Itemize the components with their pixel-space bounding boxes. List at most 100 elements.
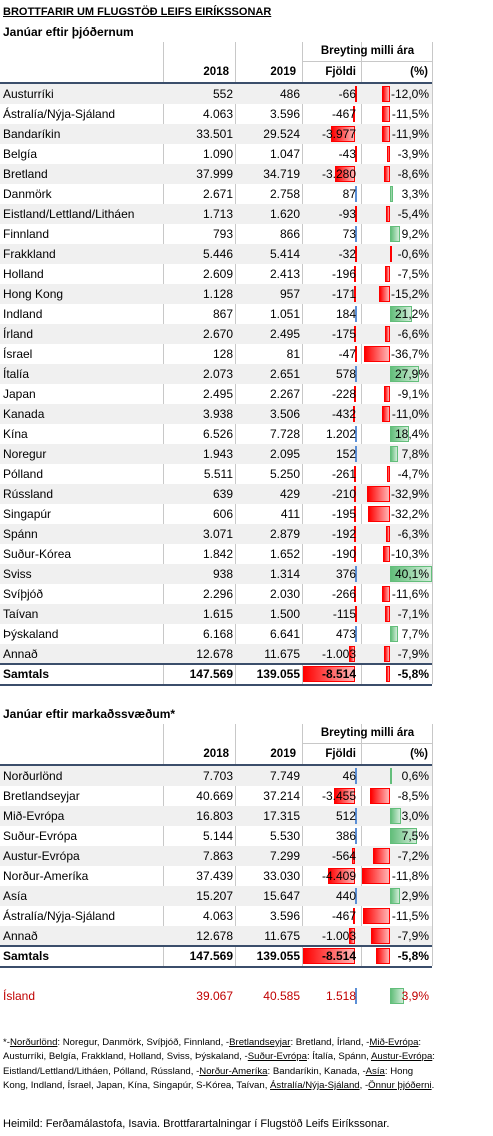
data-bar (355, 346, 358, 362)
cell-2019: 15.647 (263, 889, 300, 903)
cell-2019: 429 (279, 487, 300, 501)
cell-pct: 40,1% (394, 567, 429, 581)
cell-2019: 866 (279, 227, 300, 241)
footnote-text: : Bandaríkin, Kanada, - (267, 1065, 366, 1077)
cell-2018: 1.842 (202, 547, 233, 561)
data-bar (352, 406, 356, 422)
cell-change: -4.409 (321, 869, 356, 883)
column-rule (302, 724, 303, 966)
data-bar (354, 386, 357, 402)
cell-change: 473 (335, 627, 356, 641)
data-bar (355, 226, 358, 242)
cell-2018: 3.071 (202, 527, 233, 541)
footnote-term: Ástralía/Nýja-Sjáland (270, 1079, 360, 1091)
cell-2018: 639 (212, 487, 233, 501)
cell-change: 578 (335, 367, 356, 381)
cell-2018: 2.670 (202, 327, 233, 341)
cell-pct: -11,5% (391, 107, 429, 121)
data-bar (349, 928, 356, 944)
cell-change: 386 (335, 829, 356, 843)
cell-2019: 1.047 (269, 147, 300, 161)
row-shade (0, 124, 432, 144)
row-shade (0, 644, 432, 664)
cell-2018: 793 (212, 227, 233, 241)
cell-2018: 2.495 (202, 387, 233, 401)
cell-pct: -5,8% (397, 667, 429, 681)
row-label: Bretlandseyjar (3, 789, 80, 803)
row-shade (0, 846, 432, 866)
column-header: (%) (410, 66, 428, 78)
cell-change: -171 (331, 287, 356, 301)
data-bar (355, 828, 358, 844)
row-label: Belgía (3, 147, 38, 161)
total-rule (0, 945, 432, 947)
data-bar (355, 246, 358, 262)
cell-change: -467 (331, 107, 356, 121)
row-shade (0, 244, 432, 264)
row-label: Samtals (3, 667, 50, 681)
data-bar (390, 888, 401, 904)
row-label: Suður-Kórea (3, 547, 72, 561)
data-bar (386, 206, 390, 222)
cell-pct: -32,9% (390, 487, 429, 501)
row-label: Asía (3, 889, 28, 903)
total-rule (0, 966, 432, 968)
cell-2018: 33.501 (196, 127, 233, 141)
cell-change: -32 (338, 247, 356, 261)
data-bar (383, 386, 390, 402)
cell-2018: 6.168 (202, 627, 233, 641)
cell-2018: 7.703 (202, 769, 233, 783)
cell-2018: 37.999 (196, 167, 233, 181)
cell-pct: -8,6% (397, 167, 429, 181)
data-bar (376, 948, 390, 964)
data-bar (354, 286, 357, 302)
data-bar (390, 828, 417, 844)
row-label: Eistland/Lettland/Litháen (3, 207, 135, 221)
cell-pct: -6,6% (397, 327, 429, 341)
row-label: Norðurlönd (3, 769, 63, 783)
data-bar (389, 246, 392, 262)
cell-2019: 7.299 (269, 849, 300, 863)
cell-2019: 11.675 (264, 929, 300, 943)
cell-change: 512 (335, 809, 356, 823)
row-label: Kína (3, 427, 28, 441)
cell-pct: -7,1% (397, 607, 429, 621)
cell-change: -3.455 (321, 789, 356, 803)
data-bar (362, 868, 390, 884)
cell-change: -43 (338, 147, 356, 161)
cell-pct: 7,8% (401, 447, 429, 461)
cell-2019: 957 (279, 287, 300, 301)
cell-2019: 411 (280, 507, 300, 521)
footnote-text: : Noregur, Danmörk, Svíþjóð, Finnland, - (57, 1037, 230, 1048)
cell-2018: 552 (212, 87, 233, 101)
footnote-text: : Austurríki, Belgía, Frakkland, Holland… (3, 1037, 422, 1063)
row-shade (0, 284, 432, 304)
data-bar (390, 306, 413, 322)
row-label: Japan (3, 387, 36, 401)
data-bar (382, 406, 390, 422)
cell-change: -8.514 (321, 667, 356, 681)
header-rule (0, 82, 432, 84)
column-header: (%) (410, 748, 428, 760)
cell-change: 1.518 (325, 989, 356, 1003)
footnote: *-Norðurlönd: Noregur, Danmörk, Svíþjóð,… (3, 1036, 435, 1093)
row-shade (0, 524, 432, 544)
data-bar (355, 146, 358, 162)
cell-2019: 139.055 (256, 949, 300, 963)
data-bar (390, 988, 404, 1004)
cell-2018: 1.943 (202, 447, 233, 461)
cell-2018: 5.446 (202, 247, 233, 261)
data-bar (354, 326, 357, 342)
cell-pct: -11,9% (391, 127, 429, 141)
footnote-term: Norður-Ameríka (199, 1065, 268, 1077)
cell-pct: 3,9% (401, 989, 429, 1003)
cell-2019: 1.314 (269, 567, 300, 581)
cell-2018: 606 (212, 507, 233, 521)
cell-change: -190 (331, 547, 356, 561)
cell-2019: 3.596 (269, 909, 300, 923)
cell-2019: 34.719 (263, 167, 300, 181)
cell-change: -196 (331, 267, 356, 281)
data-bar (390, 566, 432, 582)
cell-pct: 0,6% (401, 769, 429, 783)
